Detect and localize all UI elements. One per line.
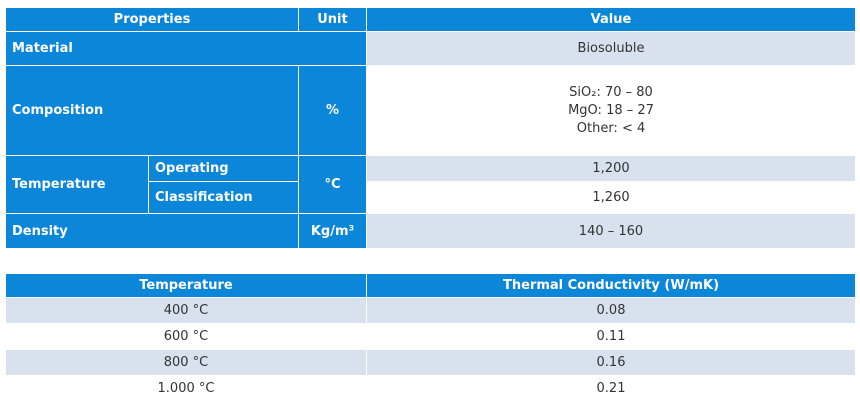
unit-cell: % bbox=[299, 66, 366, 155]
row-label: Material bbox=[6, 32, 366, 65]
sub-label: Classification bbox=[149, 182, 298, 213]
row-label: Temperature bbox=[6, 156, 148, 213]
value-cell: 140 – 160 bbox=[367, 214, 855, 248]
value-cell: 1,200 bbox=[367, 156, 855, 181]
temperature-cell: 600 °C bbox=[6, 324, 366, 349]
value-cell: 1,260 bbox=[367, 182, 855, 213]
row-label: Density bbox=[6, 214, 298, 248]
conductivity-cell: 0.21 bbox=[367, 376, 855, 401]
conductivity-cell: 0.08 bbox=[367, 298, 855, 323]
temperature-cell: 800 °C bbox=[6, 350, 366, 375]
conductivity-cell: 0.16 bbox=[367, 350, 855, 375]
header-cell: Properties bbox=[6, 8, 298, 31]
unit-cell: Kg/m³ bbox=[299, 214, 366, 248]
row-label: Composition bbox=[6, 66, 298, 155]
sub-label: Operating bbox=[149, 156, 298, 181]
header-cell: Unit bbox=[299, 8, 366, 31]
value-cell: Biosoluble bbox=[367, 32, 855, 65]
value-cell: SiO₂: 70 – 80 MgO: 18 – 27 Other: < 4 bbox=[367, 66, 855, 155]
value-line: MgO: 18 – 27 bbox=[568, 102, 654, 118]
value-line: Other: < 4 bbox=[576, 120, 646, 136]
header-cell: Value bbox=[367, 8, 855, 31]
header-cell: Thermal Conductivity (W/mK) bbox=[367, 274, 855, 297]
temperature-cell: 1.000 °C bbox=[6, 376, 366, 401]
unit-cell: °C bbox=[299, 156, 366, 213]
value-line: SiO₂: 70 – 80 bbox=[569, 84, 653, 100]
conductivity-cell: 0.11 bbox=[367, 324, 855, 349]
temperature-cell: 400 °C bbox=[6, 298, 366, 323]
header-cell: Temperature bbox=[6, 274, 366, 297]
